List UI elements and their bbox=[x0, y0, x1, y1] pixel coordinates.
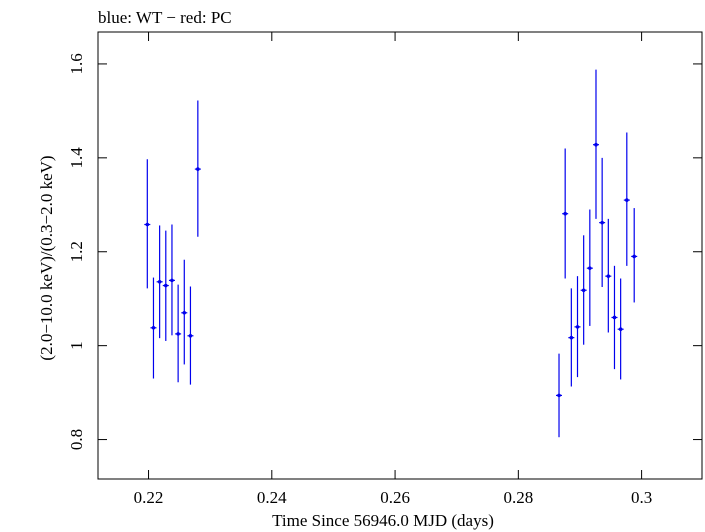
data-point bbox=[611, 265, 618, 370]
x-axis-label: Time Since 56946.0 MJD (days) bbox=[272, 511, 494, 530]
data-point bbox=[156, 225, 163, 339]
point-marker bbox=[612, 315, 617, 320]
data-point bbox=[150, 277, 157, 379]
point-marker bbox=[581, 288, 586, 293]
data-point bbox=[162, 230, 169, 341]
y-tick-label: 1 bbox=[67, 341, 86, 350]
point-marker bbox=[618, 327, 623, 332]
data-point bbox=[580, 235, 587, 345]
point-marker bbox=[182, 310, 187, 315]
point-marker bbox=[170, 278, 174, 283]
x-tick-label: 0.26 bbox=[380, 488, 410, 507]
point-marker bbox=[151, 326, 156, 330]
data-point bbox=[144, 159, 151, 289]
data-point bbox=[181, 259, 188, 365]
plot-frame bbox=[97, 31, 703, 480]
point-marker bbox=[176, 332, 180, 336]
chart-title: blue: WT − red: PC bbox=[98, 8, 232, 27]
data-point bbox=[623, 132, 630, 266]
x-tick-label: 0.22 bbox=[134, 488, 164, 507]
data-point bbox=[592, 69, 599, 219]
data-point bbox=[586, 209, 593, 326]
data-point bbox=[574, 276, 581, 378]
x-axis: 0.22 0.24 0.26 0.28 0.3 bbox=[134, 32, 652, 507]
y-axis-label: (2.0−10.0 keV)/(0.3−2.0 keV) bbox=[37, 155, 56, 360]
data-points bbox=[144, 69, 638, 438]
point-marker bbox=[632, 254, 637, 259]
data-point bbox=[562, 148, 569, 279]
data-point bbox=[556, 353, 563, 438]
data-point bbox=[617, 278, 624, 380]
y-tick-label: 1.6 bbox=[67, 53, 86, 74]
y-axis: 0.8 1 1.2 1.4 1.6 bbox=[67, 53, 702, 450]
x-tick-label: 0.24 bbox=[257, 488, 287, 507]
data-point bbox=[187, 286, 194, 385]
point-marker bbox=[163, 283, 168, 288]
point-marker bbox=[157, 279, 162, 284]
data-point bbox=[568, 288, 575, 387]
point-marker bbox=[569, 335, 574, 340]
data-point bbox=[605, 218, 612, 333]
y-tick-label: 1.2 bbox=[67, 241, 86, 262]
data-point bbox=[599, 157, 606, 287]
y-tick-label: 0.8 bbox=[67, 429, 86, 450]
point-marker bbox=[594, 142, 598, 147]
point-marker bbox=[563, 211, 567, 216]
data-point bbox=[168, 224, 175, 336]
point-marker bbox=[557, 393, 561, 398]
point-marker bbox=[600, 220, 604, 225]
point-marker bbox=[575, 325, 580, 329]
point-marker bbox=[188, 333, 193, 338]
point-marker bbox=[588, 266, 592, 270]
x-tick-label: 0.3 bbox=[631, 488, 652, 507]
point-marker bbox=[196, 167, 200, 171]
point-marker bbox=[625, 198, 629, 202]
x-tick-label: 0.28 bbox=[503, 488, 533, 507]
y-tick-label: 1.4 bbox=[67, 147, 86, 169]
data-point bbox=[631, 208, 638, 303]
data-point bbox=[175, 284, 182, 383]
data-point bbox=[194, 100, 201, 237]
point-marker bbox=[606, 274, 611, 278]
point-marker bbox=[145, 222, 150, 227]
